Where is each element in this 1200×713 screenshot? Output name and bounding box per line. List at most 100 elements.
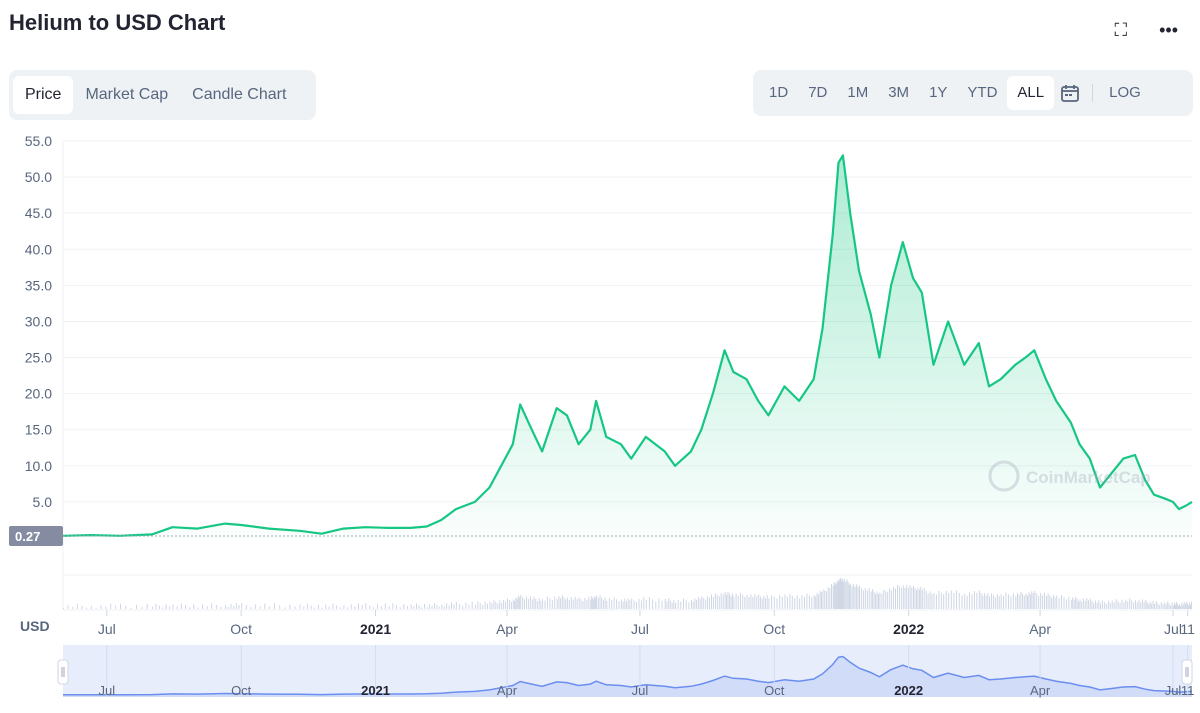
chart-type-tabs: Price Market Cap Candle Chart <box>9 70 316 120</box>
volume-bar <box>570 597 572 609</box>
volume-bar <box>688 602 690 609</box>
volume-bar <box>588 596 590 609</box>
range-3m[interactable]: 3M <box>888 84 910 101</box>
volume-bar <box>343 605 345 609</box>
volume-bar <box>1188 605 1190 609</box>
volume-bar <box>443 606 445 609</box>
volume-bar <box>1078 601 1080 610</box>
volume-bar <box>431 606 433 609</box>
volume-bar <box>1100 603 1101 609</box>
volume-bar <box>1111 600 1113 609</box>
range-ytd[interactable]: YTD <box>967 84 998 101</box>
volume-bar <box>1113 602 1115 609</box>
navigator-handle-left[interactable] <box>57 659 69 685</box>
volume-bar <box>1186 601 1188 610</box>
volume-bar <box>446 603 448 609</box>
volume-bar <box>1190 604 1192 609</box>
volume-bar <box>76 603 78 609</box>
volume-bar <box>1157 603 1159 609</box>
volume-bar <box>436 604 438 609</box>
more-horizontal-icon[interactable]: ••• <box>1159 20 1178 40</box>
volume-bar <box>347 607 349 609</box>
volume-bar <box>568 599 570 609</box>
volume-bar <box>416 603 417 609</box>
navigator-handle-right[interactable] <box>1181 659 1193 685</box>
navigator-x-label: 2021 <box>361 683 390 698</box>
volume-bar <box>468 604 470 609</box>
price-line <box>62 154 1193 537</box>
volume-bar <box>655 601 657 609</box>
volume-bar <box>120 603 121 610</box>
volume-bar <box>856 584 858 609</box>
volume-bar <box>540 600 542 610</box>
volume-bar <box>596 595 598 609</box>
volume-bar <box>474 604 476 609</box>
volume-bar <box>189 607 191 609</box>
volume-bar <box>718 596 720 609</box>
range-7d[interactable]: 7D <box>808 84 828 101</box>
volume-bar <box>516 599 518 609</box>
volume-bar <box>1091 600 1093 609</box>
volume-bar <box>593 599 595 609</box>
volume-bar <box>846 579 848 609</box>
volume-bar <box>501 603 503 609</box>
volume-bar <box>766 595 768 609</box>
volume-bar <box>920 586 922 609</box>
volume-bar <box>165 604 167 609</box>
volume-bar <box>549 598 551 609</box>
volume-bar <box>746 595 748 609</box>
volume-bar <box>1081 601 1083 609</box>
volume-bar <box>1155 601 1157 609</box>
volume-bar <box>958 593 960 609</box>
volume-bar <box>317 604 319 609</box>
volume-bar <box>1119 602 1121 609</box>
volume-bar <box>938 591 940 609</box>
volume-bar <box>948 593 950 609</box>
range-1y[interactable]: 1Y <box>929 84 948 101</box>
volume-bar <box>694 598 696 609</box>
tab-price[interactable]: Price <box>13 76 74 114</box>
fullscreen-icon[interactable]: ⛶ <box>1114 20 1128 40</box>
volume-bar <box>303 606 305 609</box>
range-1d[interactable]: 1D <box>769 84 789 101</box>
range-all[interactable]: ALL <box>1007 76 1055 110</box>
volume-bar <box>1152 600 1154 609</box>
log-toggle[interactable]: LOG <box>1109 84 1141 101</box>
volume-bar <box>864 588 866 609</box>
volume-bar <box>692 601 694 610</box>
volume-bar <box>202 604 203 609</box>
navigator-x-label: Jul <box>1165 683 1182 698</box>
volume-bar <box>1012 593 1014 609</box>
volume-bar <box>524 599 525 609</box>
volume-bar <box>110 603 112 609</box>
volume-bar <box>994 597 996 610</box>
volume-bar <box>1146 602 1148 609</box>
volume-bar <box>918 589 920 609</box>
volume-bar <box>648 597 650 609</box>
volume-bar <box>675 603 676 609</box>
volume-bar <box>380 606 382 609</box>
x-tick-label: Jul <box>98 621 116 637</box>
volume-bar <box>536 601 538 610</box>
range-1m[interactable]: 1M <box>847 84 869 101</box>
volume-bar <box>491 603 493 610</box>
volume-bar <box>471 601 473 609</box>
volume-bar <box>868 588 870 609</box>
volume-bar <box>268 606 270 609</box>
navigator-x-label: Apr <box>497 683 518 698</box>
volume-bar <box>241 603 243 609</box>
tab-market-cap[interactable]: Market Cap <box>85 86 169 103</box>
divider <box>1092 84 1094 102</box>
volume-bar <box>1065 599 1067 609</box>
volume-bar <box>907 587 909 610</box>
volume-bar <box>658 598 660 609</box>
volume-bar <box>595 597 597 609</box>
volume-bar <box>560 598 562 609</box>
volume-bar <box>514 601 516 609</box>
tab-candle-chart[interactable]: Candle Chart <box>192 86 287 103</box>
watermark-text: CoinMarketCap <box>1026 468 1151 487</box>
calendar-icon[interactable] <box>1054 76 1086 110</box>
volume-bar <box>987 593 989 609</box>
volume-bar <box>377 604 378 609</box>
volume-bar <box>180 603 182 609</box>
